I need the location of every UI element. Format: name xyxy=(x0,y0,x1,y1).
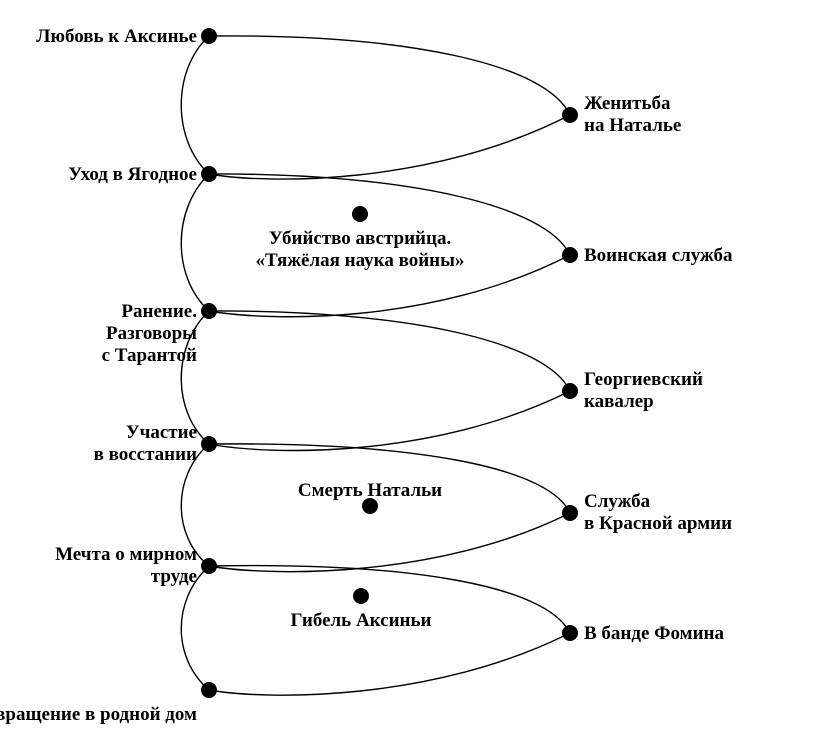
label-n4: Убийство австрийца. «Тяжёлая наука войны… xyxy=(256,228,465,272)
edge xyxy=(209,444,570,513)
label-n6: Ранение. Разговоры с Тарантой xyxy=(102,301,197,367)
node-n14 xyxy=(201,682,217,698)
label-n11: Мечта о мирном труде xyxy=(55,544,197,588)
node-n3 xyxy=(201,166,217,182)
node-n8 xyxy=(201,436,217,452)
label-n10: Служба в Красной армии xyxy=(584,491,732,535)
label-n14: Возвращение в родной дом xyxy=(0,704,197,726)
node-n2 xyxy=(562,107,578,123)
node-n10 xyxy=(562,505,578,521)
edge xyxy=(209,391,570,450)
edge xyxy=(209,633,570,695)
diagram-stage: Любовь к Аксинье Женитьба на Наталье Уход … xyxy=(0,0,820,730)
edge xyxy=(209,311,570,391)
edge xyxy=(209,36,570,115)
node-n5 xyxy=(562,247,578,263)
edge xyxy=(181,174,209,311)
edge xyxy=(181,36,209,174)
label-n5: Воинская служба xyxy=(584,245,733,267)
label-n2: Женитьба на Наталье xyxy=(584,93,681,137)
node-n11 xyxy=(201,558,217,574)
label-n8: Участие в восстании xyxy=(94,422,197,466)
label-n9: Смерть Натальи xyxy=(298,480,442,502)
node-n1 xyxy=(201,28,217,44)
node-n7 xyxy=(562,383,578,399)
node-n12 xyxy=(353,588,369,604)
label-n7: Георгиевский кавалер xyxy=(584,369,703,413)
node-n4 xyxy=(352,206,368,222)
label-n13: В банде Фомина xyxy=(584,623,724,645)
node-n6 xyxy=(201,303,217,319)
label-n1: Любовь к Аксинье xyxy=(36,26,197,48)
edge xyxy=(209,115,570,179)
edge xyxy=(209,513,570,572)
label-n12: Гибель Аксиньи xyxy=(291,610,432,632)
label-n3: Уход в Ягодное xyxy=(68,164,197,186)
node-n13 xyxy=(562,625,578,641)
